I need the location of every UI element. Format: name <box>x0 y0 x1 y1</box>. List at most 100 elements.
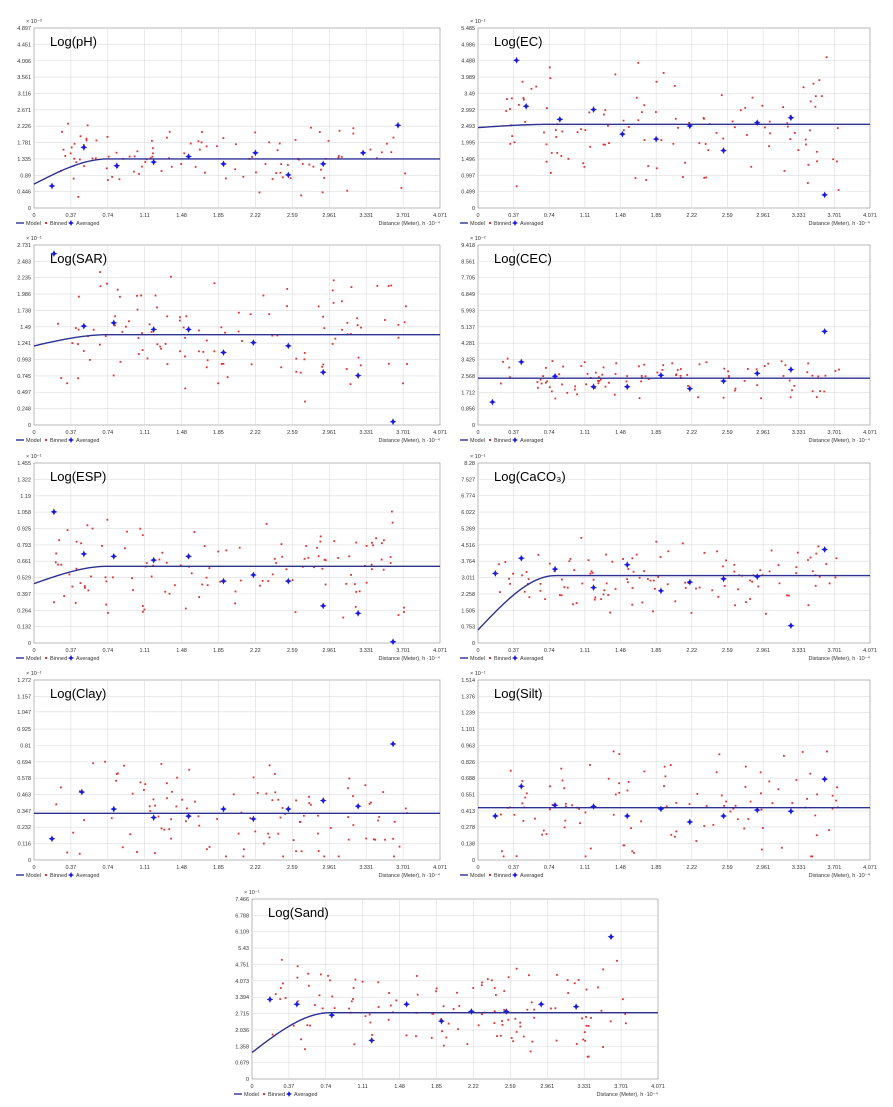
binned-point <box>121 846 124 849</box>
binned-point <box>723 367 726 370</box>
binned-point <box>729 810 732 813</box>
binned-point <box>791 802 794 804</box>
binned-point <box>640 111 643 114</box>
binned-point <box>814 105 817 108</box>
x-tick-label: 1.85 <box>213 865 224 871</box>
binned-point <box>490 979 493 982</box>
binned-point <box>332 301 335 304</box>
binned-point <box>760 792 762 795</box>
binned-point <box>198 350 200 353</box>
y-tick-label: 3.989 <box>461 75 475 81</box>
averaged-point <box>556 115 564 123</box>
binned-point <box>649 579 652 582</box>
binned-point <box>77 377 80 380</box>
binned-point <box>154 804 156 807</box>
x-tick-label: 2.22 <box>250 213 261 219</box>
binned-point <box>587 559 590 562</box>
x-tick-label: 2.59 <box>287 430 298 436</box>
x-tick-label: 3.331 <box>792 865 806 871</box>
binned-point <box>393 855 395 858</box>
binned-point <box>307 556 310 559</box>
legend-model-label: Model <box>470 656 485 662</box>
binned-point <box>817 375 820 378</box>
binned-point <box>786 125 789 128</box>
binned-point <box>521 780 524 782</box>
averaged-point <box>319 602 327 610</box>
binned-point <box>764 126 766 129</box>
binned-point <box>371 541 373 544</box>
binned-point <box>217 550 220 553</box>
binned-point <box>259 584 261 587</box>
y-tick-label: 4.488 <box>461 59 475 65</box>
legend-binned-label: Binned <box>50 873 67 879</box>
x-axis-title: Distance (Meter), h ·10⁻⁴ <box>808 437 870 444</box>
chart-title: Log(SAR) <box>50 251 107 266</box>
binned-point <box>372 544 374 547</box>
x-tick-label: 2.961 <box>540 1084 554 1090</box>
x-tick-label: 2.59 <box>287 648 298 654</box>
y-tick-label-zero: 0 <box>472 641 475 647</box>
binned-point <box>604 109 607 112</box>
binned-point <box>70 146 73 149</box>
binned-point <box>623 844 626 847</box>
binned-point <box>544 381 547 384</box>
x-axis-title: Distance (Meter), h ·10⁻⁴ <box>808 655 870 662</box>
legend-averaged-label: Averaged <box>294 1092 317 1098</box>
binned-point <box>145 562 148 565</box>
binned-point <box>788 379 791 382</box>
x-tick-label: 3.701 <box>827 865 841 871</box>
binned-point <box>513 141 516 144</box>
binned-point <box>370 801 372 804</box>
binned-point <box>533 1016 536 1019</box>
binned-point <box>499 382 502 385</box>
binned-point <box>717 595 720 598</box>
binned-point <box>279 987 282 989</box>
averaged-point <box>150 556 158 564</box>
binned-point <box>345 582 348 585</box>
binned-point <box>597 986 599 989</box>
binned-point <box>632 570 635 573</box>
y-tick-label: 1.157 <box>17 694 31 700</box>
binned-point <box>530 87 533 90</box>
legend-binned-label: Binned <box>268 1092 285 1098</box>
x-tick-label: 1.11 <box>140 648 150 654</box>
binned-point <box>585 988 588 991</box>
x-tick-label: 2.22 <box>686 213 697 219</box>
y-tick-label: 0.278 <box>461 825 475 831</box>
binned-point <box>95 139 98 142</box>
averaged-point <box>551 372 559 380</box>
legend-binned-swatch <box>489 874 491 876</box>
binned-point <box>563 826 566 829</box>
binned-point <box>291 579 294 582</box>
binned-point <box>602 968 605 971</box>
binned-point <box>760 808 763 811</box>
binned-point <box>511 97 513 100</box>
binned-point <box>395 999 398 1002</box>
binned-point <box>679 368 682 370</box>
binned-point <box>638 576 641 579</box>
binned-point <box>139 527 142 530</box>
y-tick-label-zero: 0 <box>472 858 475 864</box>
binned-point <box>805 143 807 146</box>
binned-point <box>580 128 582 131</box>
binned-point <box>273 773 276 775</box>
y-tick-label: 1.241 <box>17 341 31 347</box>
y-tick-label: 3.425 <box>461 358 475 364</box>
y-tick-label: 1.514 <box>461 678 475 684</box>
averaged-point <box>110 319 118 327</box>
y-exponent-label: × 10⁻¹ <box>26 671 42 677</box>
binned-point <box>750 165 753 168</box>
binned-point <box>306 1024 309 1027</box>
binned-point <box>807 604 810 607</box>
binned-point <box>548 562 551 565</box>
binned-point <box>531 1040 534 1043</box>
x-tick-label: 2.22 <box>468 1084 479 1090</box>
binned-point <box>278 142 281 145</box>
binned-point <box>82 350 85 352</box>
binned-point <box>216 818 218 820</box>
binned-point <box>439 1018 442 1021</box>
binned-point <box>690 612 693 614</box>
binned-point <box>627 780 630 783</box>
y-tick-label: 0.925 <box>17 527 31 533</box>
binned-point <box>778 582 781 585</box>
